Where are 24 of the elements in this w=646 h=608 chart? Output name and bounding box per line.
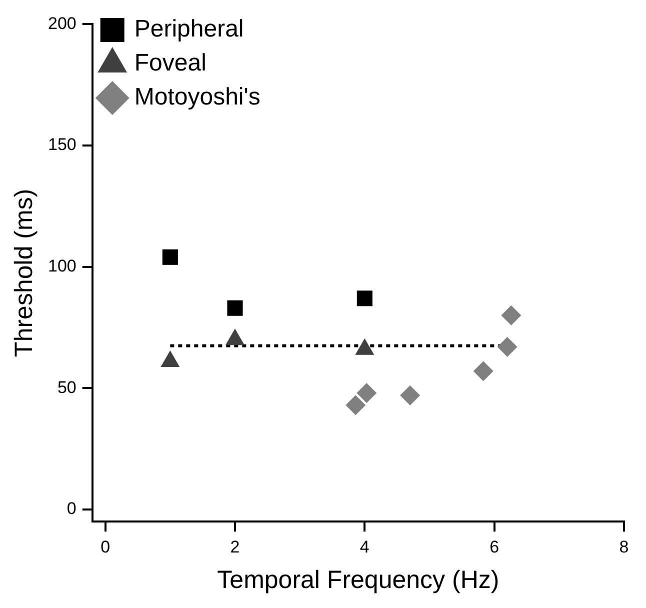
point xyxy=(497,336,518,357)
point xyxy=(400,385,420,406)
y-tick-label: 0 xyxy=(66,499,76,518)
x-axis-title: Temporal Frequency (Hz) xyxy=(217,566,500,594)
point xyxy=(346,395,366,416)
point xyxy=(501,305,522,326)
legend-label: Peripheral xyxy=(134,16,244,43)
point xyxy=(473,361,494,382)
x-tick-label: 4 xyxy=(360,537,370,556)
x-tick-label: 2 xyxy=(230,537,240,556)
y-tick-label: 50 xyxy=(57,378,76,397)
point xyxy=(227,300,243,316)
point xyxy=(162,249,178,265)
y-tick-label: 100 xyxy=(48,256,76,276)
y-axis-title: Threshold (ms) xyxy=(10,188,38,357)
point xyxy=(356,383,377,404)
legend-label: Foveal xyxy=(134,50,206,77)
legend-label: Motoyoshi's xyxy=(134,84,260,111)
x-tick-label: 8 xyxy=(619,537,629,556)
y-tick-label: 200 xyxy=(48,14,76,33)
x-tick-label: 0 xyxy=(100,537,110,556)
point xyxy=(356,290,372,306)
y-tick-label: 150 xyxy=(48,135,76,154)
x-tick-label: 6 xyxy=(490,537,500,556)
